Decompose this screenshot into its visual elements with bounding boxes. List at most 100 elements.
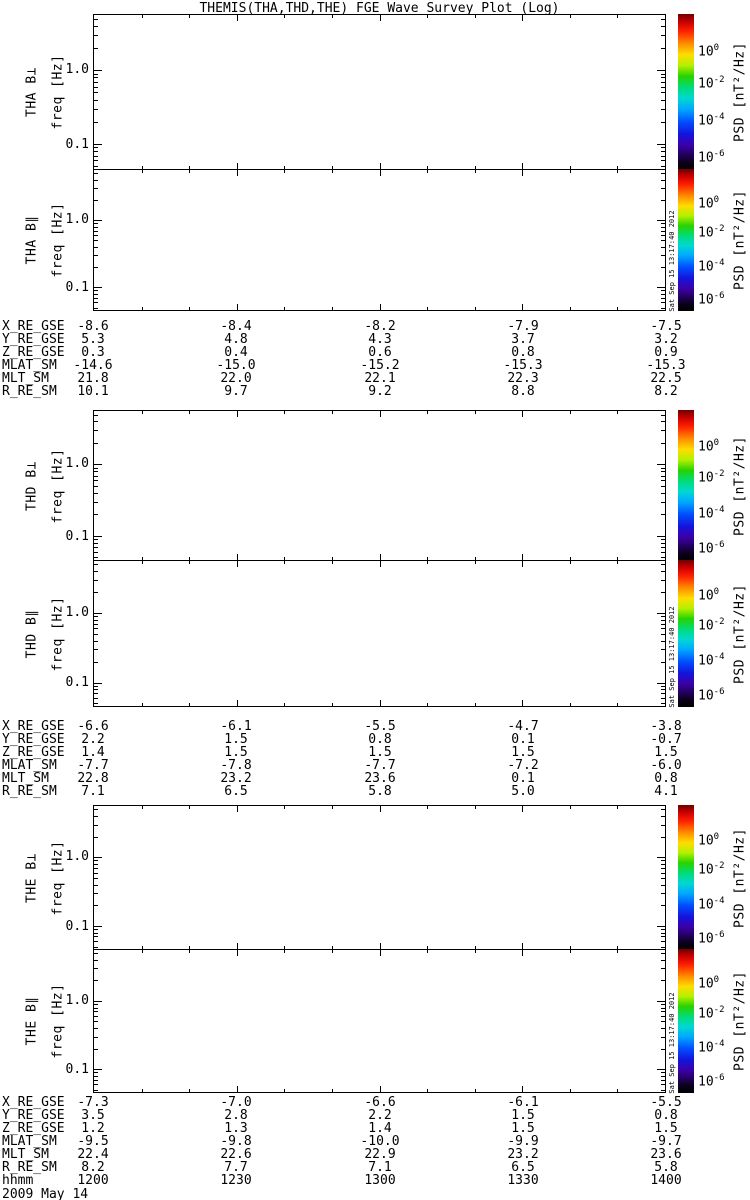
ephemeris-row: Z_RE_GSE 1.4 1.5 1.5 1.5 1.5: [0, 746, 750, 759]
y-tick-mark: [661, 294, 665, 295]
ephemeris-row: X_RE_GSE -6.6 -6.1 -5.5 -4.7 -3.8: [0, 720, 750, 733]
y-tick-mark: [661, 82, 665, 83]
y-tick-mark: [94, 443, 98, 444]
y-tick-mark: [661, 552, 665, 553]
x-tick-mark: [570, 946, 571, 949]
ephemeris-value: 23.2: [507, 1147, 539, 1162]
y-tick-mark: [94, 26, 98, 27]
freq-tick-label: 0.1: [65, 675, 89, 691]
y-tick-mark: [661, 634, 665, 635]
x-tick-mark: [142, 1089, 143, 1092]
ephemeris-value: 3.7: [511, 332, 535, 347]
ephemeris-value: 1.5: [511, 745, 535, 760]
ephemeris-value: -8.2: [364, 319, 396, 334]
ephemeris-value: -9.9: [507, 1134, 539, 1149]
ephemeris-value: -7.8: [220, 758, 252, 773]
y-tick-mark: [94, 109, 98, 110]
ephemeris-value: 5.0: [511, 784, 535, 799]
x-tick-mark: [475, 806, 476, 809]
y-tick-mark: [94, 144, 102, 145]
x-tick-mark: [189, 307, 190, 310]
y-tick-mark: [661, 1080, 665, 1081]
x-tick-mark: [522, 950, 523, 956]
y-tick-mark: [94, 1028, 98, 1029]
y-tick-mark: [661, 26, 665, 27]
ephemeris-value: 1.4: [368, 1121, 392, 1136]
y-tick-mark: [94, 87, 98, 88]
x-tick-mark: [380, 554, 381, 560]
ephemeris-row-label: Y_RE_GSE: [2, 1108, 65, 1123]
x-tick-mark: [189, 1089, 190, 1092]
freq-tick-label: 1.0: [65, 848, 89, 864]
y-tick-mark: [94, 634, 98, 635]
x-tick-mark: [617, 703, 618, 706]
y-tick-mark: [661, 223, 665, 224]
x-tick-mark: [237, 170, 238, 176]
y-tick-mark: [94, 486, 98, 487]
y-tick-mark: [661, 703, 665, 704]
y-tick-mark: [661, 809, 665, 810]
x-tick-mark: [237, 1086, 238, 1092]
x-tick-mark: [380, 943, 381, 949]
x-tick-mark: [189, 561, 190, 564]
panel-name-label: THA B∥: [24, 215, 40, 265]
freq-tick-label: 1.0: [65, 604, 89, 620]
x-tick-mark: [475, 950, 476, 953]
ephemeris-value: 22.9: [364, 1147, 396, 1162]
ephemeris-value: 0.1: [511, 732, 535, 747]
y-tick-mark: [661, 933, 665, 934]
x-tick-mark: [284, 15, 285, 18]
y-tick-mark: [661, 421, 665, 422]
date-label: 2009 May 14: [2, 1187, 89, 1200]
x-tick-mark: [142, 703, 143, 706]
ephemeris-row-label: MLT_SM: [2, 371, 49, 386]
x-tick-mark: [189, 15, 190, 18]
x-tick-mark: [617, 170, 618, 173]
ephemeris-value: 0.8: [654, 1108, 678, 1123]
ephemeris-value: -15.3: [503, 358, 543, 373]
y-tick-mark: [661, 100, 665, 101]
y-tick-mark: [661, 864, 665, 865]
freq-tick-label: 1.0: [65, 211, 89, 227]
y-tick-mark: [661, 415, 665, 416]
ephemeris-value: 23.2: [220, 771, 252, 786]
y-tick-mark: [94, 868, 98, 869]
y-tick-mark: [94, 100, 98, 101]
x-tick-mark: [522, 411, 523, 417]
ephemeris-value: 1230: [220, 1173, 252, 1188]
freq-tick-label: 0.1: [65, 280, 89, 296]
y-tick-mark: [661, 468, 665, 469]
x-tick-mark: [380, 411, 381, 417]
x-tick-mark: [617, 411, 618, 414]
ephemeris-value: -15.3: [646, 358, 686, 373]
y-tick-mark: [94, 235, 98, 236]
colorbar-tick-labels: 100 10-2 10-4 10-6: [698, 805, 746, 950]
y-tick-mark: [94, 860, 98, 861]
y-tick-mark: [94, 857, 102, 858]
y-tick-mark: [94, 941, 98, 942]
x-tick-mark: [332, 946, 333, 949]
y-tick-mark: [94, 980, 98, 981]
ephemeris-row: MLAT_SM -9.5 -9.8 -10.0 -9.9 -9.7: [0, 1135, 750, 1148]
y-tick-mark: [657, 536, 665, 537]
y-tick-mark: [94, 543, 98, 544]
x-tick-mark: [380, 806, 381, 812]
psd-colorbar: [678, 560, 694, 707]
y-tick-mark: [94, 1004, 98, 1005]
x-tick-mark: [189, 703, 190, 706]
colorbar-tick-label: 10-6: [698, 1073, 725, 1090]
y-tick-mark: [661, 443, 665, 444]
colorbar-tick-label: 10-6: [698, 291, 725, 308]
ephemeris-value: 1.5: [224, 745, 248, 760]
ephemeris-value: 10.1: [77, 384, 109, 399]
y-tick-mark: [661, 1037, 665, 1038]
y-tick-mark: [661, 980, 665, 981]
ephemeris-value: -7.0: [220, 1095, 252, 1110]
x-tick-mark: [237, 304, 238, 310]
colorbar-tick-label: 100: [698, 194, 720, 212]
colorbar-tick-label: 10-4: [698, 1039, 725, 1056]
x-tick-mark: [142, 950, 143, 953]
ephemeris-value: 7.1: [368, 1160, 392, 1175]
y-tick-mark: [661, 430, 665, 431]
x-tick-mark: [427, 703, 428, 706]
